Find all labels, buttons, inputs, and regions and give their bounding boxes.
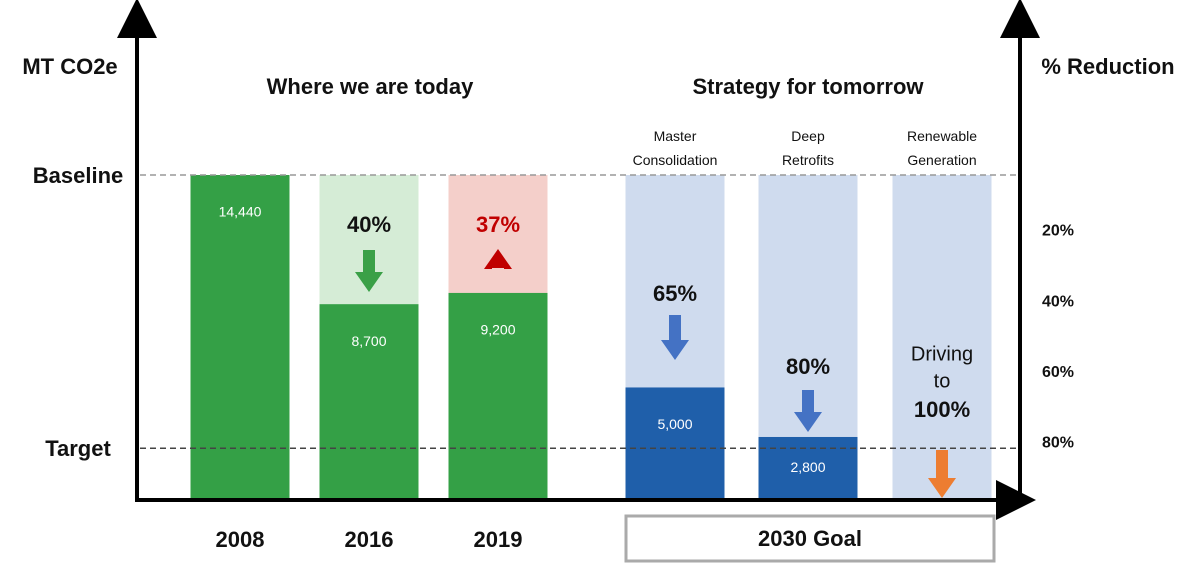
x-tick-label-line: Renewable [907,128,977,144]
value-label: 14,440 [219,204,262,220]
x-tick-label: Master Consolidation [633,128,718,168]
reference-label: Baseline [33,163,124,188]
y2-tick-label: 60% [1042,364,1074,381]
bar [625,387,725,500]
bar [448,292,548,500]
x-tick-label-line: Consolidation [633,152,718,168]
value-label: 8,700 [351,333,386,349]
arrow [661,315,689,360]
y2-axis-label: % Reduction [1041,54,1174,79]
change-label: 37% [476,212,520,237]
value-label: 2,800 [790,459,825,475]
value-label: 9,200 [480,322,515,338]
change-label: 80% [786,354,830,379]
x-tick-label: 2019 [474,527,523,552]
arrow [355,250,383,292]
bar [319,304,419,500]
x-tick-label: 2008 [216,527,265,552]
reference-label: Target [45,436,111,461]
change-label: 100% [914,397,970,422]
group-box [624,514,996,563]
value-label: 5,000 [657,416,692,432]
arrow [928,450,956,498]
bar [758,436,858,500]
x-tick-label: 2016 [345,527,394,552]
change-note: to [934,370,951,392]
arrow [484,249,512,269]
bar [190,175,290,500]
x-tick-label-line: Retrofits [782,152,834,168]
group-label: 2030 Goal [758,526,862,551]
change-label: 65% [653,281,697,306]
x-tick-label: Deep Retrofits [782,128,834,168]
ghost-bar [892,175,992,500]
section-label: Strategy for tomorrow [692,74,924,99]
y-axis-label: MT CO2e [22,54,117,79]
y2-tick-label: 80% [1042,435,1074,452]
section-label: Where we are today [267,74,474,99]
arrow [794,390,822,432]
y2-tick-label: 20% [1042,223,1074,240]
x-tick-label: Renewable Generation [907,128,977,168]
y2-tick-label: 40% [1042,293,1074,310]
change-label: 40% [347,212,391,237]
x-tick-label-line: Deep [791,128,825,144]
x-tick-label-line: Master [654,128,697,144]
change-note: Driving [911,343,973,365]
x-tick-label-line: Generation [907,152,976,168]
